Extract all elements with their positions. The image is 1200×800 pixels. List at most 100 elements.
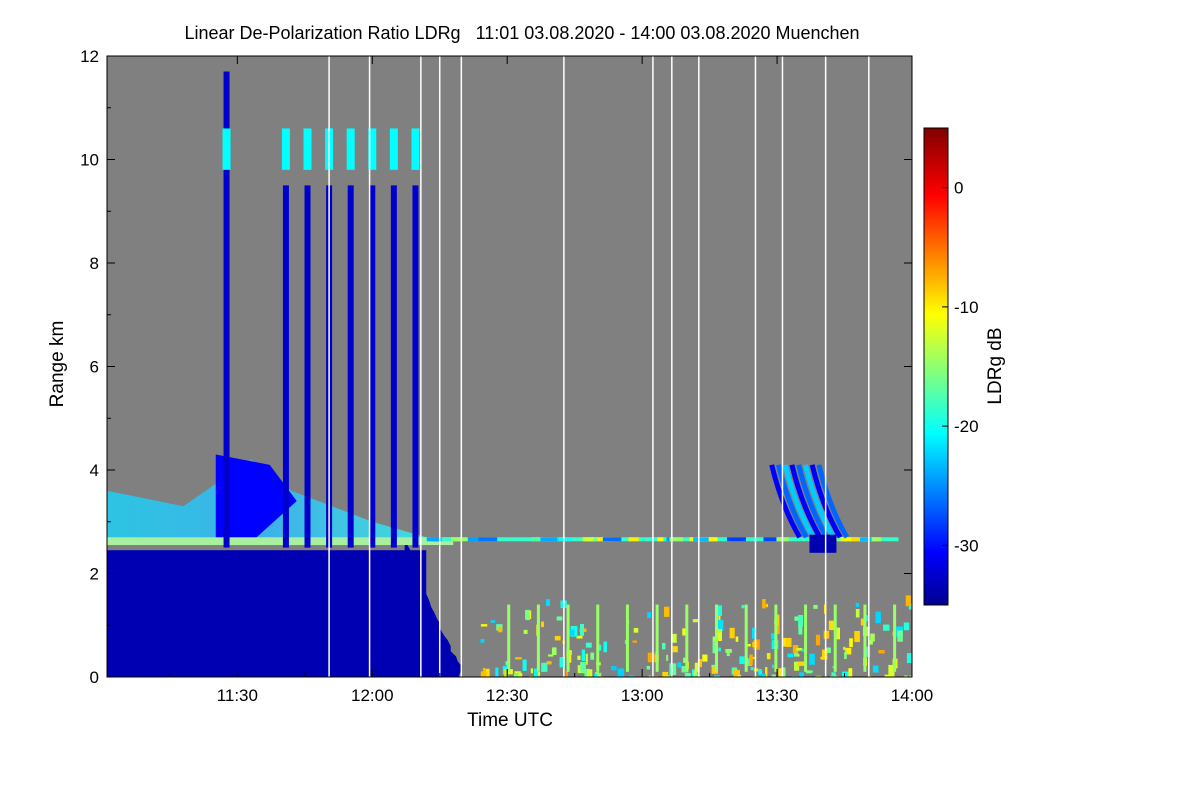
clutter-column — [774, 604, 778, 672]
cirrus-base — [809, 534, 837, 553]
surface-clutter — [735, 636, 739, 642]
surface-clutter — [667, 675, 671, 677]
surface-clutter — [875, 611, 881, 624]
clutter-column — [833, 604, 837, 672]
surface-clutter — [672, 646, 678, 653]
surface-clutter — [765, 667, 768, 677]
x-tick-label: 13:00 — [621, 686, 664, 705]
surface-clutter — [796, 654, 800, 657]
cloud-line-segment — [560, 537, 572, 542]
surface-clutter — [771, 664, 775, 668]
surface-clutter — [826, 647, 831, 653]
surface-clutter — [864, 615, 869, 622]
surface-clutter — [752, 627, 756, 639]
cirrus-streak — [789, 464, 823, 539]
surface-clutter — [533, 668, 539, 677]
surface-clutter — [585, 653, 588, 665]
surface-clutter — [864, 646, 870, 658]
surface-clutter — [580, 661, 586, 673]
surface-clutter — [892, 676, 895, 677]
surface-clutter — [737, 674, 741, 677]
surface-clutter — [906, 653, 912, 664]
surface-clutter — [777, 614, 780, 626]
clutter-column — [893, 604, 897, 672]
surface-clutter — [523, 629, 528, 634]
surface-clutter — [823, 630, 830, 639]
surface-clutter — [801, 648, 805, 652]
clutter-column — [507, 604, 511, 672]
surface-clutter — [766, 653, 771, 660]
surface-clutter — [792, 645, 799, 653]
surface-clutter — [515, 676, 518, 677]
surface-clutter — [547, 676, 552, 677]
clutter-column — [536, 604, 540, 672]
surface-clutter — [771, 674, 776, 677]
x-tick-label: 12:00 — [351, 686, 394, 705]
precipitation-streak — [369, 185, 376, 548]
surface-clutter — [522, 659, 527, 671]
surface-clutter — [551, 647, 557, 656]
surface-clutter — [505, 661, 509, 666]
y-axis: 0 2 4 6 8 10 12 — [80, 47, 912, 687]
surface-clutter — [805, 670, 812, 674]
surface-clutter — [647, 652, 655, 663]
surface-clutter — [783, 637, 786, 647]
surface-clutter — [529, 675, 533, 677]
colorbar-gradient — [923, 127, 949, 606]
surface-clutter — [909, 676, 912, 677]
surface-clutter — [884, 674, 892, 677]
surface-clutter — [855, 608, 860, 618]
clutter-column — [863, 604, 867, 672]
surface-clutter — [632, 640, 637, 643]
surface-clutter — [845, 647, 852, 655]
surface-clutter — [794, 616, 799, 621]
x-tick-label: 12:30 — [486, 686, 529, 705]
surface-clutter — [909, 676, 912, 677]
cloud-top-blob — [411, 128, 420, 170]
surface-clutter — [683, 657, 686, 663]
precipitation-streak — [223, 71, 230, 548]
surface-clutter — [585, 642, 592, 648]
surface-clutter — [691, 669, 695, 677]
surface-clutter — [908, 603, 912, 610]
surface-clutter — [798, 624, 803, 635]
surface-clutter — [842, 671, 849, 677]
cloud-top-blob — [368, 128, 377, 170]
surface-clutter — [752, 656, 757, 660]
surface-clutter — [530, 668, 533, 674]
surface-clutter — [878, 650, 885, 654]
surface-clutter — [843, 646, 846, 651]
surface-clutter — [594, 673, 598, 677]
surface-clutter — [525, 609, 530, 621]
cloud-line-segment — [727, 537, 746, 542]
surface-clutter — [611, 666, 617, 671]
surface-clutter — [702, 654, 708, 662]
colorbar-label: LDRg dB — [985, 327, 1006, 404]
cirrus-streak — [796, 464, 829, 539]
clutter-column — [596, 604, 600, 672]
cloud-line-segment — [538, 537, 558, 542]
surface-clutter — [629, 675, 635, 677]
boundary-layer-edge — [404, 539, 463, 677]
surface-clutter — [646, 665, 651, 670]
surface-clutter — [739, 656, 745, 665]
cirrus-streak — [802, 464, 836, 539]
surface-clutter — [556, 616, 563, 621]
surface-clutter — [664, 606, 670, 617]
precipitation-streak — [282, 185, 289, 548]
surface-clutter — [904, 675, 908, 677]
surface-clutter — [579, 624, 585, 636]
cloud-line-segment — [426, 537, 442, 542]
cloud-line-segment — [628, 537, 639, 542]
surface-clutter — [771, 633, 776, 640]
surface-clutter — [590, 652, 595, 660]
cloud-line-segment — [763, 537, 777, 542]
surface-clutter — [548, 654, 554, 657]
surface-clutter — [867, 675, 871, 677]
surface-clutter — [514, 672, 519, 677]
surface-clutter — [662, 671, 669, 677]
surface-clutter — [793, 649, 799, 657]
surface-clutter — [567, 676, 571, 677]
surface-clutter — [603, 641, 608, 653]
